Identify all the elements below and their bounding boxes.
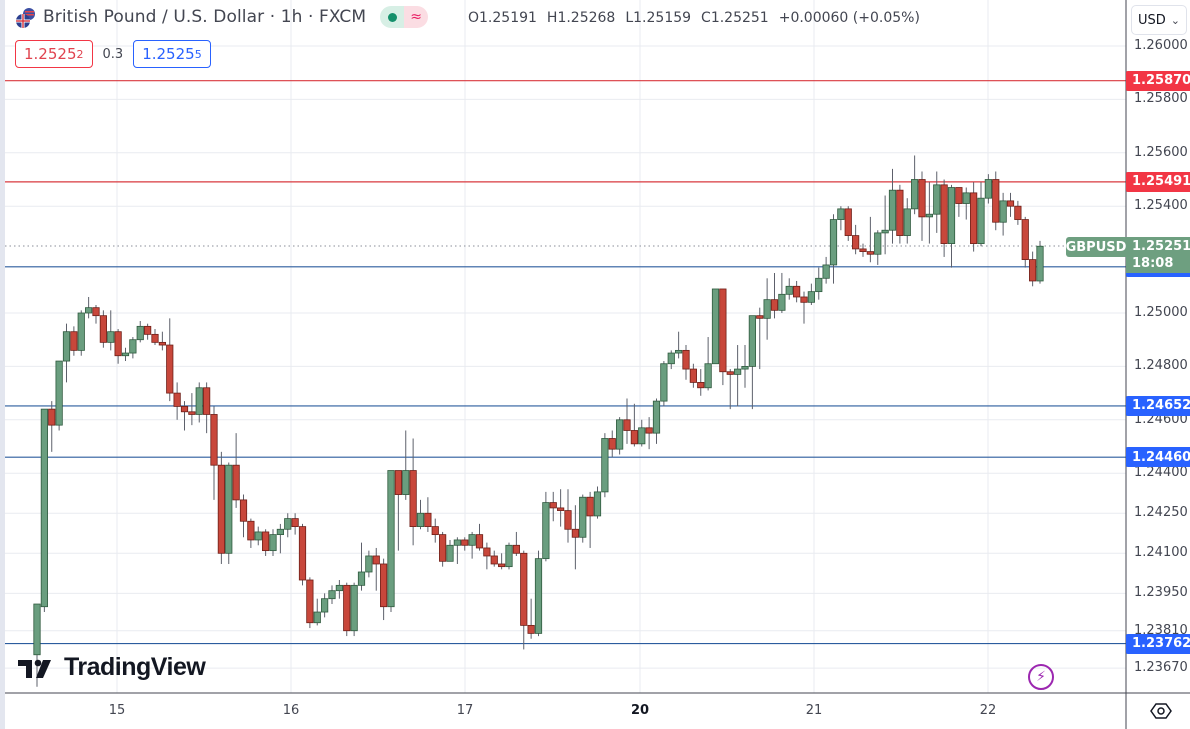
resistance-level-label: 1.25870 [1126, 70, 1190, 91]
left-toolbar-edge [0, 0, 5, 729]
price-tick-label: 1.25000 [1134, 305, 1188, 320]
chevron-down-icon: ⌄ [1170, 13, 1180, 27]
market-status-pill[interactable]: ≈ [380, 6, 429, 28]
price-tick-label: 1.24400 [1134, 465, 1188, 481]
current-price-label: 1.25251 18:08 [1126, 237, 1190, 273]
sell-button[interactable]: 1.2525 2 [15, 40, 93, 68]
buy-button[interactable]: 1.2525 5 [133, 40, 211, 68]
price-tick-label: 1.24800 [1134, 358, 1188, 374]
date-tick-label: 21 [805, 703, 823, 718]
chart-title[interactable]: British Pound / U.S. Dollar · 1h · FXCM [43, 7, 367, 27]
date-tick-label: 20 [630, 703, 650, 718]
price-tick-label: 1.25600 [1134, 144, 1188, 160]
current-price-value: 1.25251 [1132, 239, 1190, 254]
price-tick-label: 1.25400 [1134, 198, 1188, 214]
gbp-usd-flag-icon [15, 7, 35, 28]
data-delay-icon: ≈ [404, 6, 429, 28]
chart-header: British Pound / U.S. Dollar · 1h · FXCM … [15, 6, 429, 28]
support-level-label: 1.24652 [1126, 395, 1190, 416]
price-tick-label: 1.23950 [1134, 585, 1188, 601]
spread-value: 0.3 [102, 46, 124, 62]
currency-value: USD [1138, 12, 1166, 28]
price-tick-label: 1.24100 [1134, 545, 1188, 561]
tradingview-logo[interactable]: TradingView [18, 653, 206, 682]
currency-selector[interactable]: USD ⌄ [1131, 5, 1187, 35]
ohlc-low: L1.25159 [625, 10, 692, 26]
date-tick-label: 15 [108, 703, 126, 718]
buy-price: 1.2525 [142, 45, 195, 63]
candles [33, 155, 1044, 687]
tradingview-logo-icon [18, 659, 51, 678]
support-level-label: 1.24460 [1126, 447, 1190, 468]
date-tick-label: 22 [979, 703, 997, 718]
chart-settings-icon[interactable] [1150, 700, 1172, 722]
date-tick-label: 16 [282, 703, 300, 718]
ohlc-close: C1.25251 [701, 10, 769, 26]
date-tick-label: 17 [456, 703, 474, 718]
resistance-level-label: 1.25491 [1126, 171, 1190, 192]
trade-quotes: 1.2525 2 0.3 1.2525 5 [15, 40, 211, 68]
sell-price: 1.2525 [24, 45, 77, 63]
symbol-tag: GBPUSD [1066, 237, 1126, 257]
price-tick-label: 1.23670 [1134, 660, 1188, 676]
price-tick-label: 1.24250 [1134, 505, 1188, 521]
market-open-icon [380, 6, 405, 28]
price-tick-label: 1.25800 [1134, 91, 1188, 107]
candlestick-chart[interactable] [5, 0, 1190, 729]
support-level-label: 1.23762 [1126, 633, 1190, 654]
ohlc-legend: O1.25191 H1.25268 L1.25159 C1.25251 +0.0… [468, 10, 920, 26]
sell-price-pip: 2 [76, 47, 84, 61]
ohlc-open: O1.25191 [468, 10, 537, 26]
tradingview-logo-text: TradingView [64, 653, 206, 681]
ohlc-change: +0.00060 (+0.05%) [778, 10, 920, 26]
price-tick-label: 1.26000 [1134, 38, 1188, 53]
horizontal-levels [5, 80, 1126, 645]
bar-countdown: 18:08 [1132, 256, 1174, 271]
lightning-alert-icon[interactable]: ⚡ [1028, 664, 1054, 690]
buy-price-pip: 5 [194, 47, 202, 61]
ohlc-high: H1.25268 [546, 10, 616, 26]
